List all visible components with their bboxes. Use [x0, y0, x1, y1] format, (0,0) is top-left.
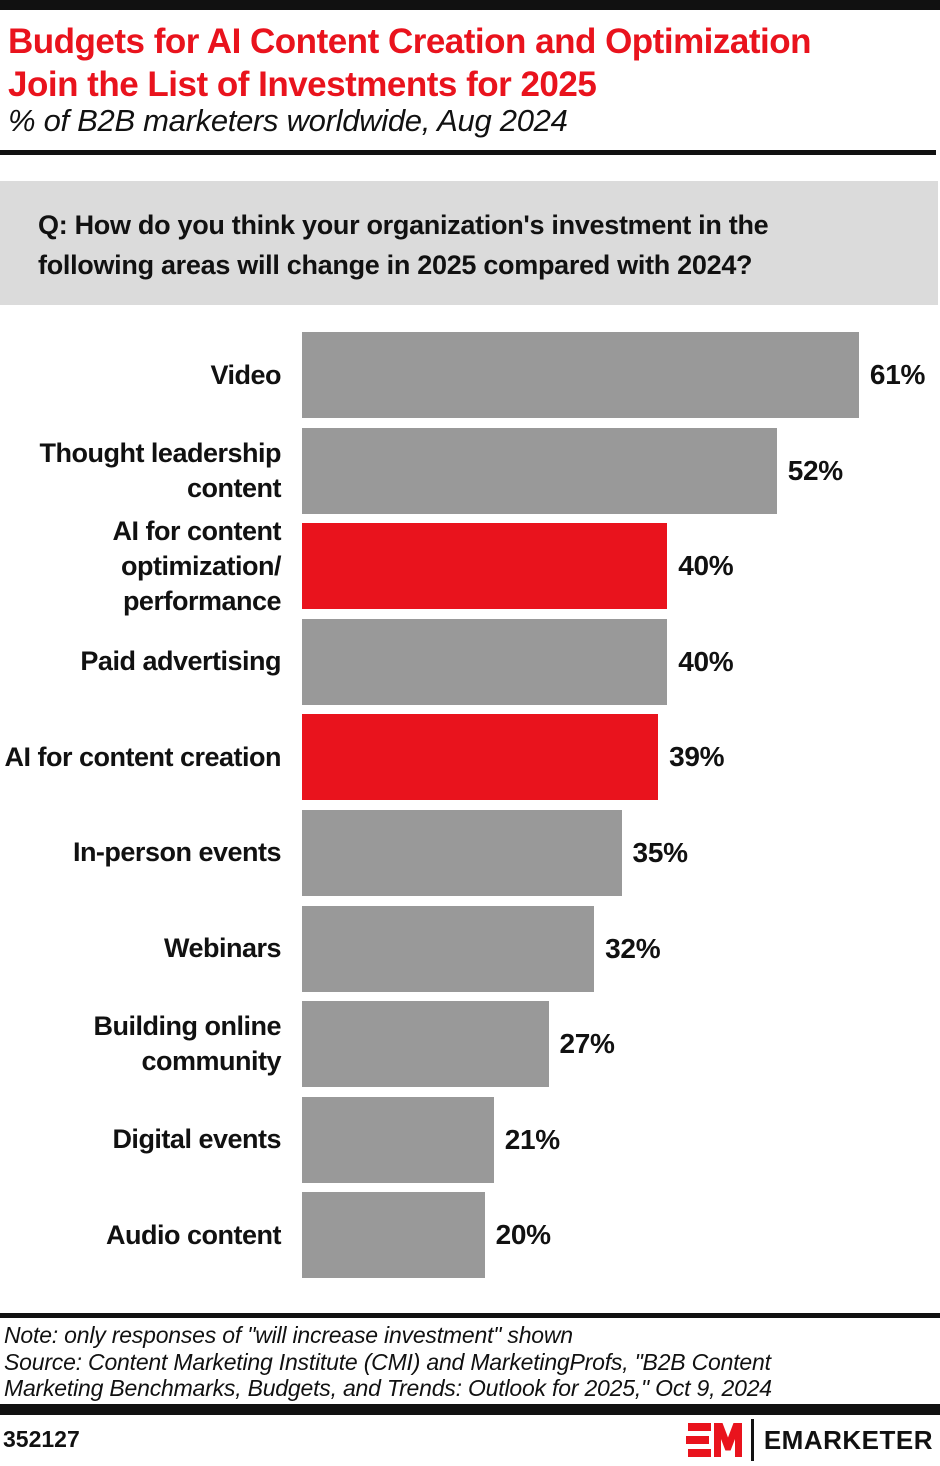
question-text: Q: How do you think your organization's …: [0, 181, 938, 285]
page-subtitle: % of B2B marketers worldwide, Aug 2024: [8, 103, 568, 138]
bar-category-label: AI for content creation: [0, 714, 281, 800]
bar-category-label: Video: [0, 332, 281, 418]
bar-category-label-line: Building online: [93, 1011, 282, 1042]
bar-category-label-line: Video: [210, 359, 281, 390]
bar-value-label: 20%: [495, 1219, 551, 1251]
bar-category-label: Audio content: [0, 1192, 281, 1278]
bar-category-label-line: performance: [122, 585, 282, 616]
bar-row: AI for content optimization/performance 40…: [0, 516, 940, 616]
logo-separator: [750, 1419, 754, 1461]
bar-value-label: 35%: [632, 836, 688, 868]
question-box: Q: How do you think your organization's …: [0, 181, 938, 305]
bar-row: Webinars 32%: [0, 905, 940, 992]
bar-category-label-line: optimization/: [121, 550, 281, 581]
bar-row: Audio content 20%: [0, 1192, 940, 1279]
page-title: Budgets for AI Content Creation and Opti…: [8, 20, 812, 106]
bar-value-label: 21%: [504, 1123, 560, 1155]
bar-row: Building online community 27%: [0, 1001, 940, 1088]
bar-category-label: Thought leadership content: [0, 428, 281, 514]
bar: [302, 332, 859, 418]
question-line2: following areas will change in 2025 comp…: [38, 250, 753, 280]
bar-value-label: 40%: [678, 550, 734, 582]
bar-category-label-line: Audio content: [106, 1219, 281, 1250]
bar-category-label-line: Paid advertising: [80, 646, 281, 677]
bar-value-label: 61%: [869, 359, 926, 390]
bar-row: Video 61%: [0, 332, 940, 418]
bar-category-label-line: Webinars: [163, 933, 282, 964]
bar-row: Digital events 21%: [0, 1096, 940, 1183]
footer-divider-rule: [0, 1404, 940, 1415]
bar-category-label: AI for content optimization/performance: [0, 516, 282, 616]
bar: [302, 523, 668, 610]
bar: [302, 809, 622, 896]
bar-row: Paid advertising 40%: [0, 618, 940, 705]
bar: [302, 1001, 549, 1088]
bar-category-label: Building online community: [0, 1001, 282, 1087]
bar-row: In-person events 35%: [0, 809, 940, 896]
bar-value-label: 39%: [669, 741, 725, 773]
bar-value-label: 52%: [787, 454, 843, 486]
bar: [302, 714, 659, 801]
emarketer-logo: EMARKETER: [684, 1419, 933, 1461]
bar-chart: Video 61% Thought leadership content 52% AI f…: [0, 332, 940, 1279]
bar-category-label-line: Digital events: [112, 1124, 281, 1155]
bar: [302, 1192, 485, 1279]
footnote-source-line2: Marketing Benchmarks, Budgets, and Trend…: [4, 1375, 772, 1401]
bar-category-label-line: AI for content creation: [4, 741, 281, 772]
bar-category-label: Webinars: [0, 906, 282, 992]
bar-row: AI for content creation 39%: [0, 714, 940, 801]
bar-category-label: Paid advertising: [0, 619, 281, 705]
bar-value-label: 32%: [605, 932, 661, 964]
footnote-source-line1: Source: Content Marketing Institute (CMI…: [4, 1348, 771, 1375]
page-title-line2: Join the List of Investments for 2025: [8, 65, 597, 104]
header-divider-rule: [0, 150, 936, 155]
bar-row: Thought leadership content 52%: [0, 427, 940, 514]
bar: [302, 427, 777, 514]
footnote-note: Note: only responses of "will increase i…: [4, 1322, 573, 1348]
question-line1: Q: How do you think your organization's …: [38, 210, 769, 240]
bar-category-label-line: In-person events: [72, 837, 282, 868]
emarketer-logo-mark: [685, 1423, 742, 1457]
bar-category-label-line: Thought leadership: [39, 437, 281, 468]
bar: [302, 618, 668, 705]
bar-category-label-line: AI for content: [112, 515, 282, 546]
bar-category-label-line: content: [187, 472, 282, 503]
bar: [302, 1096, 494, 1183]
bar-category-label-line: community: [141, 1046, 281, 1077]
bar-category-label: Digital events: [0, 1097, 281, 1183]
top-rule: [0, 0, 940, 10]
footnote-divider-rule: [0, 1313, 940, 1318]
footnote: Note: only responses of "will increase i…: [4, 1322, 772, 1402]
bar: [302, 905, 595, 992]
bar-value-label: 27%: [559, 1028, 615, 1060]
bar-category-label: In-person events: [0, 810, 282, 896]
page-title-line1: Budgets for AI Content Creation and Opti…: [8, 22, 812, 61]
chart-id: 352127: [3, 1426, 80, 1452]
brand-name: EMARKETER: [763, 1424, 933, 1455]
bar-value-label: 40%: [678, 645, 734, 677]
